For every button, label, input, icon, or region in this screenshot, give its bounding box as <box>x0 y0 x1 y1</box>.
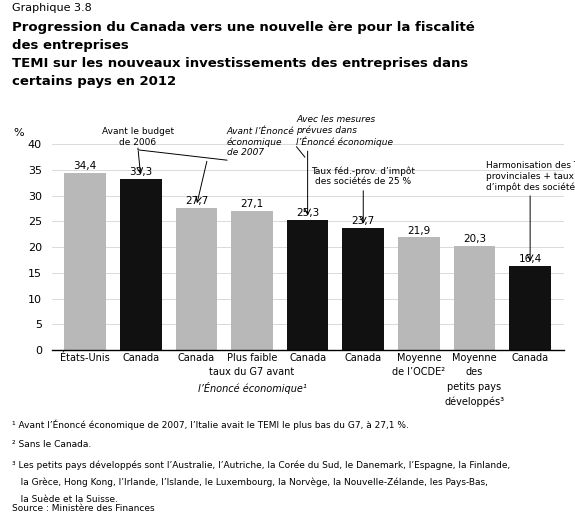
Text: États-Unis: États-Unis <box>60 353 110 363</box>
Bar <box>175 208 217 350</box>
Bar <box>64 173 106 350</box>
Text: Moyenne: Moyenne <box>397 353 441 363</box>
Text: certains pays en 2012: certains pays en 2012 <box>12 75 175 88</box>
Text: taux du G7 avant: taux du G7 avant <box>209 367 294 377</box>
Bar <box>287 220 328 350</box>
Text: Harmonisation des TVD
provinciales + taux féd.-prov.
d’impôt des sociétés de 25 : Harmonisation des TVD provinciales + tau… <box>486 161 575 192</box>
Text: Canada: Canada <box>178 353 215 363</box>
Text: l’Énoncé économique¹: l’Énoncé économique¹ <box>198 382 306 393</box>
Text: la Grèce, Hong Kong, l’Irlande, l’Islande, le Luxembourg, la Norvège, la Nouvell: la Grèce, Hong Kong, l’Irlande, l’Island… <box>12 478 488 487</box>
Bar <box>398 237 440 350</box>
Bar <box>509 266 551 350</box>
Text: Graphique 3.8: Graphique 3.8 <box>12 3 91 12</box>
Text: 16,4: 16,4 <box>519 254 542 264</box>
Text: Taux féd.-prov. d’impôt
des sociétés de 25 %: Taux féd.-prov. d’impôt des sociétés de … <box>311 166 415 186</box>
Text: Canada: Canada <box>344 353 382 363</box>
Text: Progression du Canada vers une nouvelle ère pour la fiscalité: Progression du Canada vers une nouvelle … <box>12 21 474 33</box>
Bar <box>454 246 495 350</box>
Text: Source : Ministère des Finances: Source : Ministère des Finances <box>12 504 154 512</box>
Text: ² Sans le Canada.: ² Sans le Canada. <box>12 440 91 449</box>
Text: TEMI sur les nouveaux investissements des entreprises dans: TEMI sur les nouveaux investissements de… <box>12 57 467 70</box>
Text: petits pays: petits pays <box>447 382 501 391</box>
Text: Canada: Canada <box>512 353 549 363</box>
Text: Avec les mesures
prévues dans
l’Énoncé économique: Avec les mesures prévues dans l’Énoncé é… <box>297 114 393 147</box>
Text: ¹ Avant l’Énoncé économique de 2007, l’Italie avait le TEMI le plus bas du G7, à: ¹ Avant l’Énoncé économique de 2007, l’I… <box>12 420 408 430</box>
Text: 27,1: 27,1 <box>240 199 263 209</box>
Text: Plus faible: Plus faible <box>227 353 277 363</box>
Text: des entreprises: des entreprises <box>12 39 128 52</box>
Text: Avant l’Énoncé
économique
de 2007: Avant l’Énoncé économique de 2007 <box>227 127 295 157</box>
Text: des: des <box>466 367 483 377</box>
Bar <box>342 228 384 350</box>
Text: Canada: Canada <box>122 353 159 363</box>
Text: 33,3: 33,3 <box>129 167 152 177</box>
Text: ³ Les petits pays développés sont l’Australie, l’Autriche, la Corée du Sud, le D: ³ Les petits pays développés sont l’Aust… <box>12 461 510 470</box>
Text: de l’OCDE²: de l’OCDE² <box>392 367 446 377</box>
Text: 34,4: 34,4 <box>74 161 97 171</box>
Text: 27,7: 27,7 <box>185 196 208 205</box>
Text: 21,9: 21,9 <box>407 226 431 235</box>
Text: 23,7: 23,7 <box>352 216 375 227</box>
Text: développés³: développés³ <box>444 396 505 406</box>
Text: Avant le budget
de 2006: Avant le budget de 2006 <box>102 127 174 147</box>
Bar <box>231 211 273 350</box>
Text: Moyenne: Moyenne <box>452 353 497 363</box>
Bar <box>120 179 162 350</box>
Text: la Suède et la Suisse.: la Suède et la Suisse. <box>12 495 117 504</box>
Text: Canada: Canada <box>289 353 326 363</box>
Text: %: % <box>13 128 24 138</box>
Text: 20,3: 20,3 <box>463 234 486 244</box>
Text: 25,3: 25,3 <box>296 208 319 218</box>
